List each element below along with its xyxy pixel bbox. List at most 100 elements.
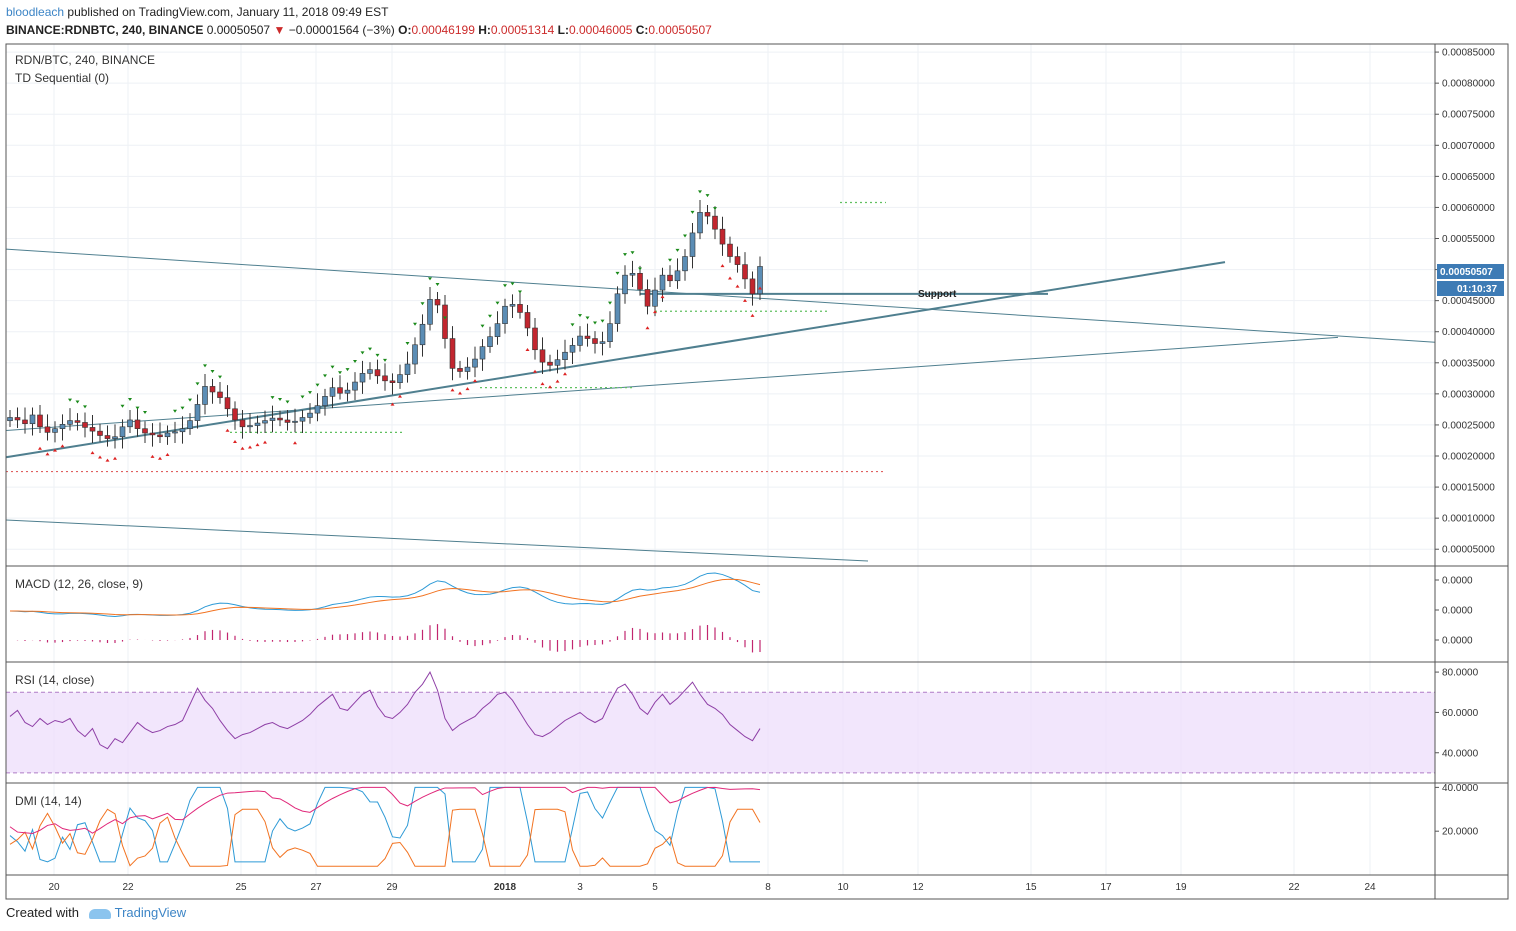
- candle-body: [464, 366, 471, 372]
- td-sell-setup-mark: [473, 379, 477, 383]
- close-label: C:: [635, 23, 649, 37]
- td-sell-setup-mark: [98, 455, 102, 459]
- candle-body: [689, 232, 696, 257]
- candle-body: [644, 289, 651, 307]
- candle-body: [569, 345, 576, 353]
- td-buy-setup-mark: [480, 324, 485, 328]
- price-tick-label: 0.00075000: [1442, 110, 1495, 121]
- candle-body: [359, 373, 366, 383]
- candle-body: [607, 323, 613, 342]
- rsi-plot: [6, 670, 1435, 774]
- price-change: −0.00001564 (−3%): [288, 23, 395, 37]
- td-sell-setup-mark: [263, 440, 267, 444]
- td-buy-setup-mark: [188, 398, 192, 402]
- candle-body: [292, 420, 298, 423]
- candle-body: [179, 428, 186, 433]
- candle-body: [97, 430, 103, 436]
- close-value: 0.00050507: [648, 23, 712, 37]
- candle-body: [59, 424, 66, 429]
- candle-body: [127, 419, 133, 428]
- td-buy-setup-mark: [435, 283, 440, 286]
- macd-signal-line: [9, 578, 761, 616]
- price-axis[interactable]: 0.00085000 0.00080000 0.00075000 0.00070000…: [1435, 48, 1495, 838]
- time-axis[interactable]: 20 22 25 27 29 2018 3 5 8 10 12 15 17 19 22 24: [48, 882, 1376, 893]
- td-buy-setup-mark: [675, 248, 680, 252]
- td-buy-setup-mark: [518, 290, 522, 294]
- candle-body: [622, 274, 628, 295]
- td-buy-setup-mark: [173, 409, 177, 413]
- candle-body: [577, 335, 583, 346]
- low-label: L:: [557, 23, 569, 37]
- td-buy-setup-mark: [368, 347, 372, 351]
- tradingview-link[interactable]: TradingView: [114, 905, 187, 920]
- td-sell-setup-mark: [540, 382, 545, 386]
- td-buy-setup-mark: [195, 382, 200, 386]
- td-buy-setup-mark: [203, 364, 207, 368]
- candle-body: [389, 380, 396, 383]
- candle-body: [22, 419, 28, 424]
- td-sell-setup-mark: [60, 444, 65, 448]
- td-buy-setup-mark: [600, 319, 605, 323]
- candle-body: [89, 427, 96, 432]
- candle-body: [277, 417, 283, 421]
- author-name[interactable]: bloodleach: [6, 5, 65, 19]
- price-tick-label: 0.00010000: [1442, 514, 1495, 525]
- td-buy-setup-mark: [128, 397, 132, 401]
- macd-plot: [9, 572, 761, 653]
- td-buy-setup-mark: [315, 383, 320, 387]
- date-tick-label: 22: [122, 882, 134, 893]
- candle-body: [194, 404, 201, 421]
- price-tick-label: 0.00045000: [1442, 296, 1495, 307]
- td-buy-setup-mark: [353, 360, 357, 364]
- price-tick-label: 0.00060000: [1442, 203, 1495, 214]
- td-sell-setup-mark: [113, 456, 117, 460]
- high-value: 0.00051314: [490, 23, 555, 37]
- candle-body: [164, 432, 171, 438]
- candle-body: [67, 420, 73, 425]
- candle-body: [284, 419, 291, 423]
- td-buy-setup-mark: [68, 398, 72, 402]
- created-with-label: Created with: [6, 905, 79, 920]
- rsi-band: [6, 692, 1435, 773]
- candle-body: [674, 270, 681, 282]
- td-sell-setup-mark: [90, 451, 95, 455]
- td-buy-setup-mark: [420, 302, 425, 306]
- adx-line: [9, 786, 761, 835]
- td-buy-setup-mark: [120, 404, 125, 408]
- dmi-plus-line: [9, 786, 760, 863]
- candle-body: [532, 327, 538, 351]
- candle-body: [404, 363, 411, 375]
- candle-body: [742, 264, 748, 280]
- td-buy-setup-mark: [705, 194, 710, 198]
- candle-body: [337, 387, 343, 394]
- candle-body: [412, 344, 418, 365]
- tradingview-logo-icon[interactable]: [88, 908, 111, 919]
- macd-title: MACD (12, 26, close, 9): [15, 577, 143, 591]
- candle-body: [704, 212, 711, 217]
- td-buy-setup-mark: [578, 314, 582, 318]
- td-sell-setup-mark: [458, 391, 462, 395]
- candle-body: [262, 420, 268, 424]
- candle-body: [494, 323, 501, 337]
- candle-body: [427, 299, 433, 325]
- td-buy-setup-mark: [503, 284, 507, 288]
- price-tick-label: 0.00030000: [1442, 389, 1495, 400]
- td-buy-setup-mark: [638, 267, 642, 271]
- td-sell-setup-mark: [293, 441, 297, 445]
- candle-body: [314, 405, 321, 414]
- candle-body: [554, 359, 561, 366]
- candle-body: [502, 305, 508, 324]
- candle-body: [112, 436, 118, 439]
- candle-body: [7, 417, 13, 422]
- td-buy-setup-mark: [135, 406, 140, 410]
- td-sell-setup-mark: [525, 347, 530, 351]
- candle-body: [442, 304, 448, 339]
- candle-body: [329, 387, 336, 397]
- td-sell-setup-mark: [255, 443, 260, 447]
- candle-body: [719, 228, 726, 245]
- candle-body: [202, 386, 208, 405]
- candle-body: [269, 417, 276, 421]
- td-sell-setup-mark: [533, 369, 537, 373]
- date-tick-label: 2018: [494, 882, 517, 893]
